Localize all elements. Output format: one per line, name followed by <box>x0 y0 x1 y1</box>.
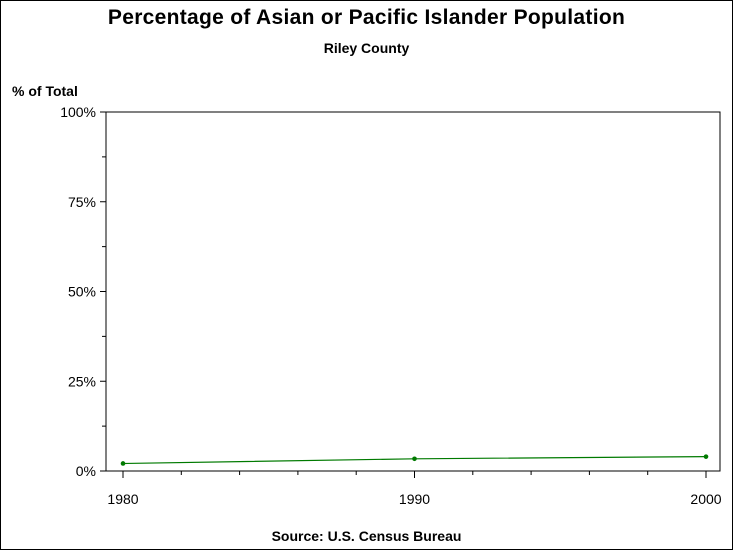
x-tick-label: 1980 <box>107 491 138 507</box>
y-tick-label: 50% <box>68 284 96 300</box>
chart-source: Source: U.S. Census Bureau <box>271 528 462 544</box>
data-point <box>412 456 417 462</box>
y-tick-label: 100% <box>60 104 96 120</box>
x-axis-ticks: 1980 1990 2000 <box>107 471 722 507</box>
plot-area <box>105 111 721 472</box>
data-point <box>703 454 709 459</box>
series-layer <box>120 454 709 466</box>
y-tick-label: 0% <box>76 463 96 479</box>
chart-title: Percentage of Asian or Pacific Islander … <box>107 6 626 29</box>
y-axis-ticks: 0% 25% 50% 75% 100% <box>60 104 106 479</box>
y-tick-label: 75% <box>68 194 96 210</box>
y-axis-label: % of Total <box>12 83 78 99</box>
x-tick-label: 1990 <box>399 491 430 507</box>
x-tick-label: 2000 <box>690 491 721 507</box>
data-point <box>120 461 126 466</box>
y-tick-label: 25% <box>68 373 96 389</box>
chart-subtitle: Riley County <box>323 40 410 56</box>
